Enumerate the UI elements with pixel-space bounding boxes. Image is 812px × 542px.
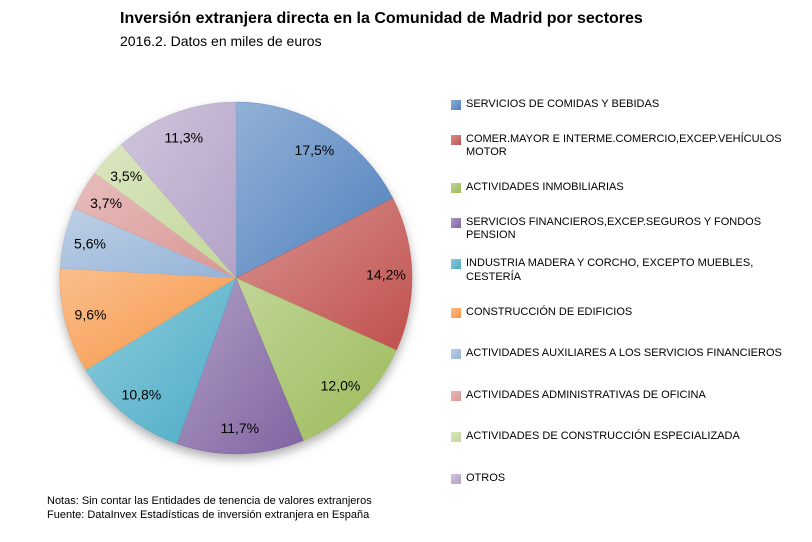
legend-item-9: ACTIVIDADES DE CONSTRUCCIÓN ESPECIALIZAD… [451, 430, 809, 444]
legend-swatch-icon [451, 307, 461, 318]
pie-slice-value-label: 17,5% [295, 142, 335, 158]
pie-chart-svg: 17,5% 14,2% 12,0% 11,7% 10,8% 9,6% 5,6% 3,7% 3,5… [59, 101, 413, 455]
pie-slice-4 [176, 277, 304, 455]
pie-slice-value-label: 10,8% [122, 386, 162, 402]
pie-slice-value-label: 11,7% [220, 420, 259, 436]
legend-item-10: OTROS [451, 472, 809, 486]
legend-swatch-icon [451, 259, 461, 270]
pie-chart: 17,5% 14,2% 12,0% 11,7% 10,8% 9,6% 5,6% 3,7% 3,5… [40, 85, 440, 485]
legend-item-8: ACTIVIDADES ADMINISTRATIVAS DE OFICINA [451, 389, 809, 403]
legend: SERVICIOS DE COMIDAS Y BEBIDAS COMER.MAYO… [451, 84, 809, 499]
chart-title: Inversión extranjera directa en la Comun… [120, 10, 643, 27]
pie-slice-2 [235, 198, 413, 351]
pie-slice-value-label: 11,3% [164, 129, 203, 145]
pie-slice-5 [85, 277, 237, 445]
legend-item-4: SERVICIOS FINANCIEROS,EXCEP.SEGUROS Y FO… [451, 216, 809, 243]
legend-item-label: ACTIVIDADES ADMINISTRATIVAS DE OFICINA [466, 388, 706, 401]
legend-swatch-icon [451, 217, 461, 228]
legend-swatch-icon [451, 432, 461, 442]
legend-item-label: ACTIVIDADES AUXILIARES A LOS SERVICIOS F… [466, 347, 782, 359]
chart-subtitle: 2016.2. Datos en miles de euros [120, 33, 322, 49]
pie-slice-3 [235, 277, 397, 441]
legend-item-label: COMER.MAYOR E INTERME.COMERCIO,EXCEP.VEH… [466, 132, 782, 159]
legend-item-label: INDUSTRIA MADERA Y CORCHO, EXCEPTO MUEBL… [466, 257, 754, 283]
pie-slice-10 [120, 101, 237, 279]
legend-item-label: OTROS [466, 471, 506, 484]
legend-item-label: SERVICIOS FINANCIEROS,EXCEP.SEGUROS Y FO… [466, 215, 762, 242]
pie-slice-value-label: 5,6% [74, 236, 106, 252]
legend-swatch-icon [451, 473, 461, 484]
legend-item-2: COMER.MAYOR E INTERME.COMERCIO,EXCEP.VEH… [451, 133, 809, 160]
legend-swatch-icon [451, 134, 461, 145]
legend-item-label: ACTIVIDADES INMOBILIARIAS [466, 181, 624, 193]
pie-slice-value-label: 12,0% [321, 378, 361, 394]
legend-item-label: CONSTRUCCIÓN DE EDIFICIOS [466, 305, 633, 318]
legend-item-6: CONSTRUCCIÓN DE EDIFICIOS [451, 306, 809, 320]
source-line: Fuente: DataInvex Estadísticas de invers… [47, 509, 370, 521]
legend-swatch-icon [451, 390, 461, 401]
pie-slice-value-label: 3,5% [110, 168, 142, 184]
legend-item-7: ACTIVIDADES AUXILIARES A LOS SERVICIOS F… [451, 347, 809, 361]
legend-swatch-icon [451, 349, 461, 359]
pie-slice-value-label: 14,2% [366, 267, 406, 283]
legend-swatch-icon [451, 100, 461, 110]
note-line: Notas: Sin contar las Entidades de tenen… [47, 495, 372, 507]
legend-item-label: ACTIVIDADES DE CONSTRUCCIÓN ESPECIALIZAD… [466, 430, 740, 442]
legend-item-label: SERVICIOS DE COMIDAS Y BEBIDAS [466, 98, 660, 110]
pie-slice-1 [235, 101, 394, 279]
chart-notes: Notas: Sin contar las Entidades de tenen… [47, 494, 372, 522]
pie-slice-6 [59, 268, 237, 371]
legend-item-1: SERVICIOS DE COMIDAS Y BEBIDAS [451, 98, 809, 112]
legend-item-5: INDUSTRIA MADERA Y CORCHO, EXCEPTO MUEBL… [451, 257, 809, 284]
legend-item-3: ACTIVIDADES INMOBILIARIAS [451, 181, 809, 195]
pie-slice-value-label: 3,7% [90, 195, 122, 211]
pie-slice-value-label: 9,6% [75, 307, 107, 323]
legend-swatch-icon [451, 183, 461, 193]
